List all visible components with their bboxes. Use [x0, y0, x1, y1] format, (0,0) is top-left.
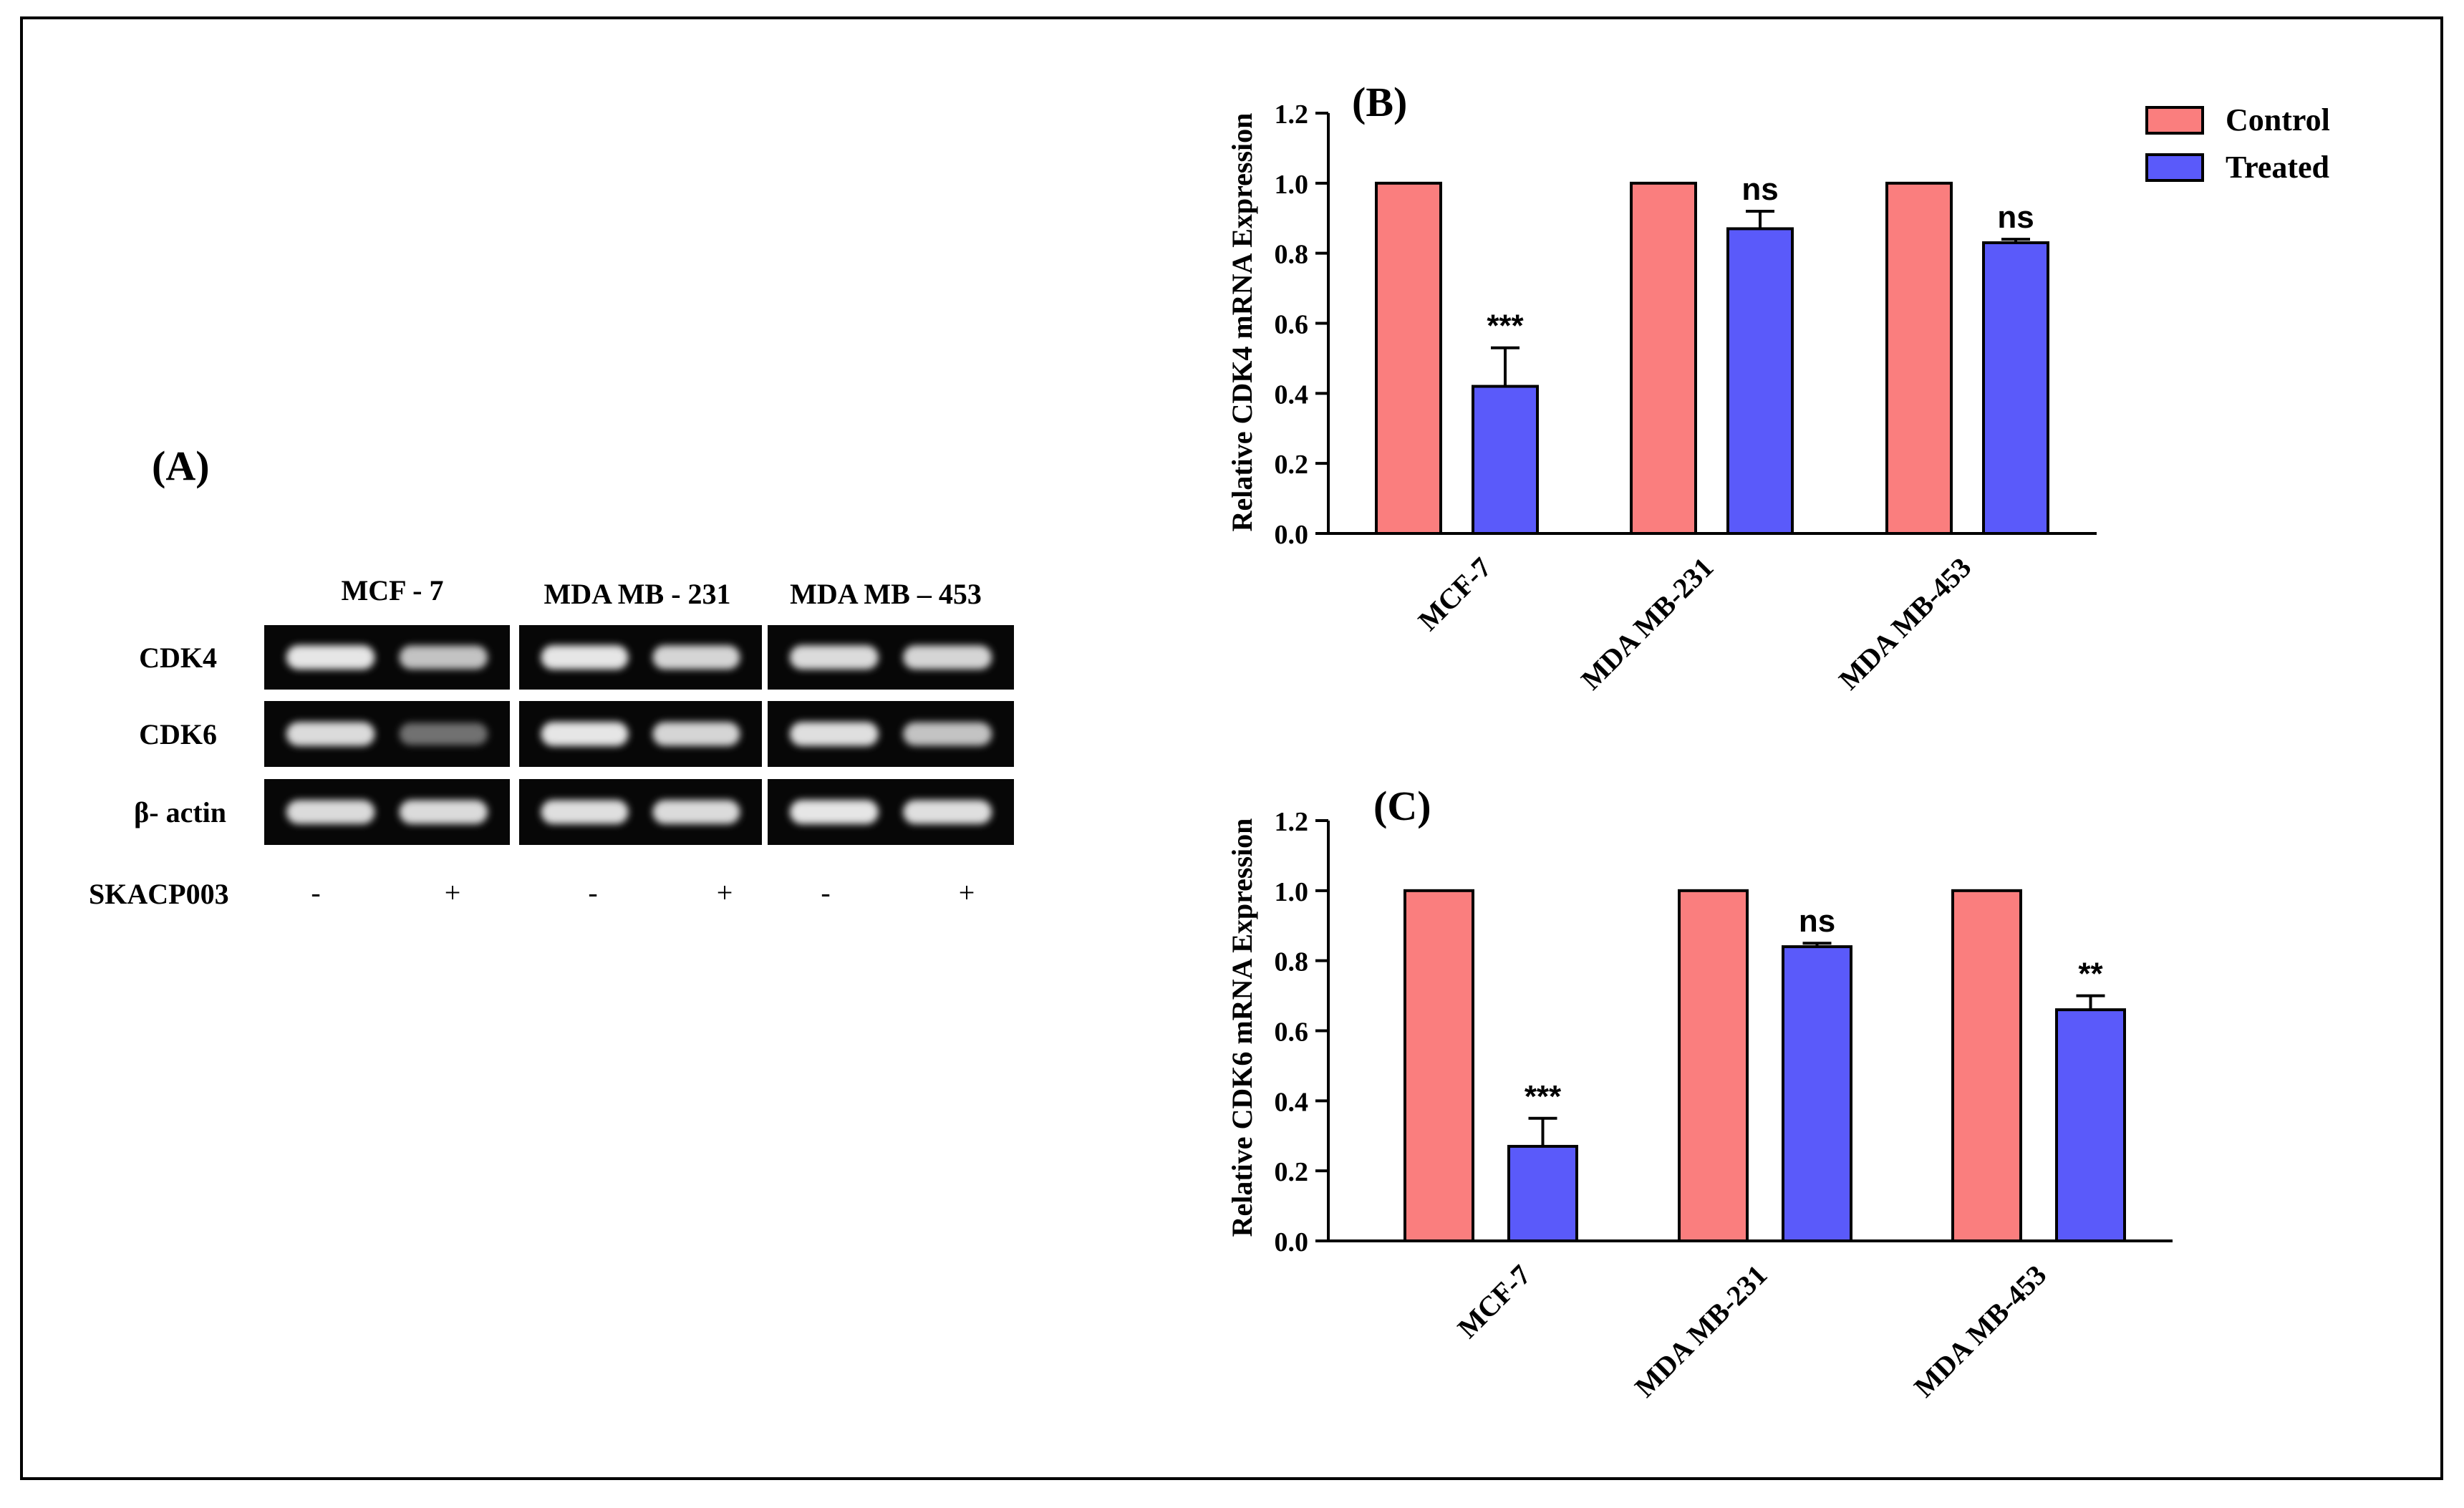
panel-c-ytick-label-3: 0.6 [1275, 1018, 1309, 1048]
gel-band-cdk4-mda231-control [541, 645, 629, 670]
treatment-mark-mda231-minus: - [588, 876, 597, 909]
panel-c-ytick-label-4: 0.8 [1275, 947, 1309, 977]
gel-band-cdk6-mcf7-treated [399, 722, 488, 745]
gel-band-cdk4-mda231-treated [652, 645, 740, 670]
cell-line-label-mcf7: MCF - 7 [342, 574, 444, 606]
gel-band-beta-actin-mcf7-treated [399, 800, 488, 824]
gel-band-cdk4-mda453-control [789, 645, 879, 670]
gel-band-cdk4-mcf7-control [286, 645, 375, 670]
panel-a-label: (A) [152, 443, 210, 489]
treatment-mark-mda453-minus: - [821, 876, 830, 909]
gene-label-beta-actin: β- actin [134, 796, 226, 828]
legend-swatch-treated [2145, 153, 2204, 182]
panel-b-label: (B) [1352, 79, 1407, 125]
legend-swatch-control [2145, 106, 2204, 135]
gel-band-cdk4-mda453-treated [903, 645, 992, 670]
panel-b-bar-treated-2 [1726, 227, 1794, 535]
panel-b-ytick-label-5: 1.0 [1275, 170, 1309, 200]
panel-c-bar-treated-3 [2055, 1008, 2126, 1243]
panel-b-ytick-label-6: 1.2 [1275, 100, 1309, 130]
panel-c-significance-3: ** [2078, 957, 2103, 992]
treatment-label: SKACP003 [89, 878, 229, 910]
panel-b-significance-1: *** [1487, 309, 1524, 344]
gel-band-cdk6-mda231-treated [652, 722, 740, 746]
gel-band-beta-actin-mda453-control [789, 800, 879, 824]
panel-c-ytick-label-5: 1.0 [1275, 877, 1309, 907]
panel-b-bar-control-2 [1630, 181, 1697, 535]
panel-b-ytick-label-1: 0.2 [1275, 450, 1309, 480]
treatment-mark-mcf7-plus: + [445, 876, 461, 909]
cell-line-label-mda231: MDA MB - 231 [543, 578, 730, 610]
treatment-mark-mcf7-minus: - [311, 876, 320, 909]
treatment-mark-mda231-plus: + [717, 876, 733, 909]
panel-c-ytick-label-2: 0.4 [1275, 1087, 1309, 1117]
panel-c-ytick-label-6: 1.2 [1275, 807, 1309, 837]
panel-c-bar-treated-2 [1782, 945, 1852, 1242]
panel-c-ytick-label-1: 0.2 [1275, 1157, 1309, 1187]
panel-b-bar-control-3 [1885, 181, 1953, 535]
legend-label-treated: Treated [2226, 150, 2329, 185]
panel-b-ytick-label-0: 0.0 [1275, 520, 1309, 550]
legend-label-control: Control [2226, 102, 2330, 137]
gel-band-beta-actin-mda231-control [541, 800, 629, 824]
panel-b-ytick-label-3: 0.6 [1275, 310, 1309, 340]
gel-band-cdk6-mda453-treated [903, 722, 992, 746]
panel-b-bar-treated-3 [1982, 241, 2049, 535]
gel-band-cdk6-mda453-control [789, 722, 879, 746]
treatment-mark-mda453-plus: + [959, 876, 975, 909]
panel-c-bar-control-1 [1403, 889, 1474, 1243]
panel-b-ytick-label-2: 0.4 [1275, 380, 1309, 410]
gel-image [264, 625, 1014, 845]
panel-a: (A) MCF - 7 MDA MB - 231 MDA MB – 453 CD… [89, 443, 1014, 910]
gel-band-beta-actin-mda231-treated [652, 800, 740, 824]
panel-b-bar-treated-1 [1472, 385, 1539, 535]
panel-c-significance-1: *** [1525, 1079, 1562, 1114]
panel-c-ytick-label-0: 0.0 [1275, 1227, 1309, 1257]
gene-label-cdk4: CDK4 [139, 642, 217, 674]
panel-c-bar-control-3 [1951, 889, 2022, 1243]
legend: Control Treated [2145, 102, 2330, 185]
panel-b-bar-control-1 [1375, 181, 1442, 535]
panel-c-ylabel: Relative CDK6 mRNA Expression [1226, 818, 1258, 1237]
cell-line-label-mda453: MDA MB – 453 [790, 578, 982, 610]
gel-band-cdk6-mcf7-control [286, 722, 375, 746]
gel-band-cdk4-mcf7-treated [399, 645, 488, 670]
gel-band-beta-actin-mcf7-control [286, 800, 375, 824]
panel-b-significance-3: ns [1997, 200, 2034, 235]
panel-c-significance-2: ns [1799, 904, 1835, 939]
panel-b-significance-2: ns [1741, 172, 1778, 207]
gel-band-beta-actin-mda453-treated [903, 800, 992, 824]
panel-b: (B) Relative CDK4 mRNA Expression 0.0 0.2… [1226, 79, 2097, 696]
panel-c-bar-treated-1 [1507, 1144, 1578, 1243]
gel-band-cdk6-mda231-control [541, 722, 629, 746]
panel-c-bar-control-2 [1678, 889, 1749, 1243]
panel-b-ylabel: Relative CDK4 mRNA Expression [1226, 113, 1258, 532]
panel-b-ytick-label-4: 0.8 [1275, 240, 1309, 270]
gene-label-cdk6: CDK6 [139, 718, 217, 750]
panel-c-label: (C) [1373, 783, 1431, 829]
